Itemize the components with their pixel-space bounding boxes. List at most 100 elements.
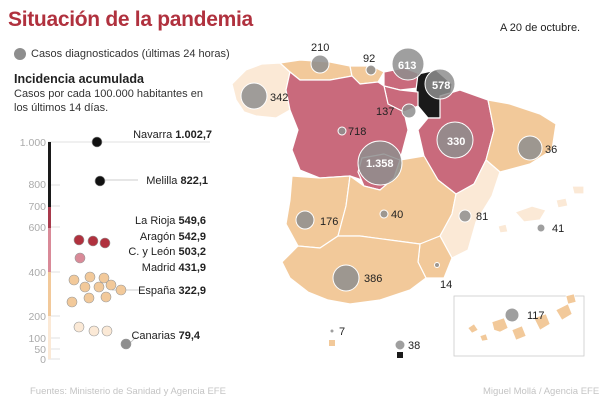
region-valencia: [439, 159, 501, 259]
cases-legend-label: Casos diagnosticados (últimas 24 horas): [31, 48, 230, 60]
bubble-label: 40: [391, 209, 403, 221]
bubble-madrid: [357, 140, 403, 186]
bubble-castilla-la-mancha: [379, 209, 389, 219]
bubble-navarra: [424, 68, 456, 100]
incidence-subtitle: Casos por cada 100.000 habitantes en los…: [14, 88, 203, 114]
bubble-cantabria: [365, 64, 377, 76]
dot-melilla: [94, 175, 106, 187]
bubble-valencia: [458, 209, 472, 223]
bubble-andalucia: [332, 264, 360, 292]
scale-bar-high: [48, 207, 51, 228]
region-value: 79,4: [179, 330, 201, 342]
scale-bar-midhigh: [48, 228, 51, 272]
dot-region: [93, 281, 105, 293]
region-label-rioja: La Rioja 549,6: [135, 215, 206, 227]
bubble-cataluna: [517, 135, 543, 161]
incidence-scale: 1.000 800 700 600 400 200 100 50 0: [20, 129, 212, 366]
region-value: 322,9: [178, 285, 206, 297]
scale-bar-low: [48, 316, 51, 359]
bubble-label: 330: [447, 136, 465, 148]
scale-tick: 600: [28, 222, 46, 234]
bubble-galicia: [240, 82, 268, 110]
dot-region: [84, 271, 96, 283]
bubble-label: 81: [476, 211, 488, 223]
case-bubbles: [240, 47, 546, 351]
incidence-dots: [66, 136, 132, 350]
dot-region: [68, 274, 80, 286]
region-label-aragon: Aragón 542,9: [140, 231, 206, 243]
scale-bar-top: [48, 142, 51, 207]
dot-cyl: [99, 237, 111, 249]
bubble-label: 342: [270, 92, 288, 104]
bubble-label: 718: [348, 126, 366, 138]
region-value: 431,9: [178, 262, 206, 274]
incidence-title: Incidencia acumulada: [14, 72, 144, 86]
scale-bar-mid: [48, 272, 51, 316]
bubble-label: 386: [364, 273, 382, 285]
cases-legend: Casos diagnosticados (últimas 24 horas): [14, 48, 230, 60]
bubble-label: 613: [398, 60, 416, 72]
bubble-extremadura: [295, 210, 315, 230]
dot-navarra: [91, 136, 103, 148]
canarias-inset: [453, 293, 585, 357]
region-value: 1.002,7: [175, 129, 212, 141]
bubble-label: 578: [432, 80, 450, 92]
dot-region: [101, 325, 113, 337]
region-melilla: [397, 352, 403, 358]
bubble-baleares: [536, 223, 546, 233]
bubble-murcia: [434, 262, 440, 268]
bubble-label: 38: [408, 340, 420, 352]
region-name: La Rioja: [135, 215, 176, 227]
dot-region: [83, 292, 95, 304]
footer-source: Fuentes: Ministerio de Sanidad y Agencia…: [30, 386, 226, 397]
region-name: Navarra: [133, 129, 173, 141]
region-label-cyl: C. y León 503,2: [128, 246, 206, 258]
dot-rioja: [73, 234, 85, 246]
dot-region: [73, 321, 85, 333]
dot-aragon: [87, 235, 99, 247]
region-label-canarias: Canarias 79,4: [131, 330, 200, 342]
region-name: Canarias: [131, 330, 176, 342]
region-labels: Navarra 1.002,7 Melilla 822,1 La Rioja 5…: [128, 129, 212, 342]
region-label-madrid: Madrid 431,9: [142, 262, 206, 274]
region-ceuta: [329, 340, 335, 346]
region-baleares: [497, 185, 585, 234]
page-title: Situación de la pandemia: [8, 8, 253, 31]
dot-canarias: [120, 338, 132, 350]
dot-region: [88, 325, 100, 337]
bubble-label: 36: [545, 144, 557, 156]
region-value: 503,2: [178, 246, 206, 258]
bubble-asturias: [310, 54, 330, 74]
region-name: Madrid: [142, 262, 176, 274]
bubble-labels: 342 210 92 613 578 137 718 1.358 330 36 …: [270, 42, 564, 352]
bubble-la-rioja: [401, 103, 417, 119]
region-cataluna: [485, 99, 557, 173]
region-label-espana: España 322,9: [138, 285, 206, 297]
dot-region: [98, 272, 110, 284]
footer-credit: Miguel Mollá / Agencia EFE: [483, 386, 600, 397]
bubble-label: 14: [440, 279, 452, 291]
scale-tick: 50: [34, 344, 46, 356]
scale-tick: 800: [28, 179, 46, 191]
bubble-label: 7: [339, 326, 345, 338]
region-name: Aragón: [140, 231, 175, 243]
dot-madrid: [74, 252, 86, 264]
region-name: C. y León: [128, 246, 175, 258]
bubble-label: 41: [552, 223, 564, 235]
scale-ticks: 1.000 800 700 600 400 200 100 50 0: [20, 137, 46, 366]
bubble-label: 1.358: [366, 158, 394, 170]
dot-region: [66, 296, 78, 308]
dot-region: [105, 279, 117, 291]
bubble-melilla: [394, 339, 406, 351]
scale-tick: 400: [28, 267, 46, 279]
dot-region: [79, 281, 91, 293]
scale-tick: 1.000: [20, 137, 46, 149]
bubble-castilla-leon: [337, 126, 347, 136]
region-value: 549,6: [178, 215, 206, 227]
bubble-label: 137: [376, 106, 394, 118]
bubble-label: 176: [320, 216, 338, 228]
scale-tick: 700: [28, 201, 46, 213]
region-name: Melilla: [146, 175, 178, 187]
bubble-pais-vasco: [391, 47, 425, 81]
